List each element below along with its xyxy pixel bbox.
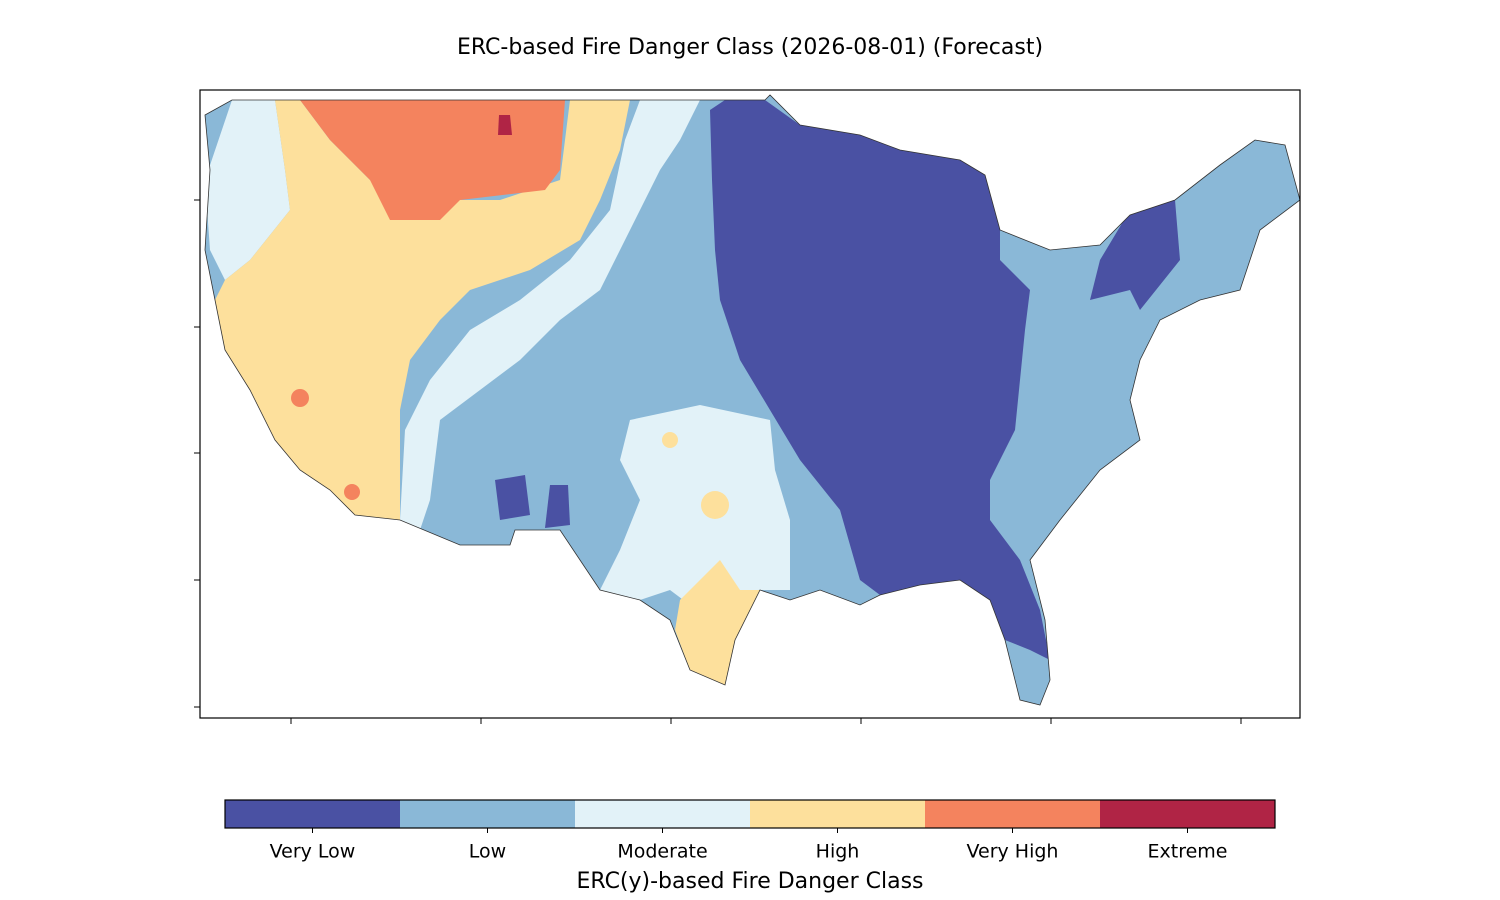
very-low-area [495, 475, 530, 520]
colorbar-segment [1100, 800, 1276, 828]
colorbar-segment [925, 800, 1101, 828]
high-area [701, 491, 729, 519]
very-high-area [291, 389, 309, 407]
colorbar-class-label: Very Low [270, 841, 356, 863]
very-low-area [710, 100, 1050, 660]
moderate-area [205, 100, 290, 280]
colorbar-class-label: Extreme [1148, 841, 1228, 863]
danger-areas [205, 95, 1300, 705]
very-low-area [1090, 200, 1180, 310]
colorbar-class-label: Very High [967, 841, 1059, 863]
very-low-area [545, 485, 570, 528]
map-frame [199, 89, 1301, 719]
axis-ticks [194, 199, 1242, 724]
colorbar-class-label: Moderate [617, 841, 707, 863]
colorbar: Very Low Low Moderate High Very High Extreme [224, 799, 1276, 863]
colorbar-segment [225, 800, 401, 828]
extreme-area [498, 115, 512, 135]
colorbar-frame [224, 799, 1276, 829]
map [194, 89, 1301, 724]
colorbar-segment [750, 800, 926, 828]
high-area [662, 432, 678, 448]
map-title: ERC-based Fire Danger Class (2026-08-01)… [457, 35, 1043, 60]
high-area [675, 560, 760, 685]
moderate-area [600, 405, 790, 640]
colorbar-class-label: High [816, 841, 860, 863]
very-high-area [344, 484, 360, 500]
moderate-area [400, 100, 700, 530]
colorbar-label: ERC(y)-based Fire Danger Class [576, 869, 923, 894]
colorbar-segment [400, 800, 576, 828]
colorbar-segment [575, 800, 751, 828]
colorbar-class-label: Low [469, 841, 506, 863]
high-area [215, 100, 630, 520]
